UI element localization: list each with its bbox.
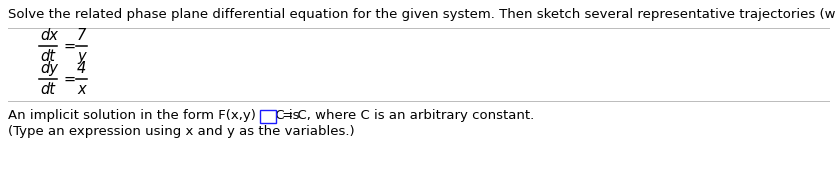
Text: 4: 4 <box>77 61 86 76</box>
Text: dt: dt <box>40 49 55 64</box>
Text: (Type an expression using x and y as the variables.): (Type an expression using x and y as the… <box>8 125 354 138</box>
Text: 7: 7 <box>77 28 86 43</box>
Text: = C, where C is an arbitrary constant.: = C, where C is an arbitrary constant. <box>278 109 534 122</box>
Text: An implicit solution in the form F(x,y) = C is: An implicit solution in the form F(x,y) … <box>8 109 303 122</box>
Text: dt: dt <box>40 82 55 97</box>
Text: =: = <box>63 71 75 87</box>
Text: x: x <box>77 82 85 97</box>
Text: dy: dy <box>40 61 58 76</box>
Text: dx: dx <box>40 28 58 43</box>
Text: =: = <box>63 39 75 53</box>
Bar <box>260 110 276 123</box>
Text: Solve the related phase plane differential equation for the given system. Then s: Solve the related phase plane differenti… <box>8 8 836 21</box>
Text: y: y <box>77 49 85 64</box>
